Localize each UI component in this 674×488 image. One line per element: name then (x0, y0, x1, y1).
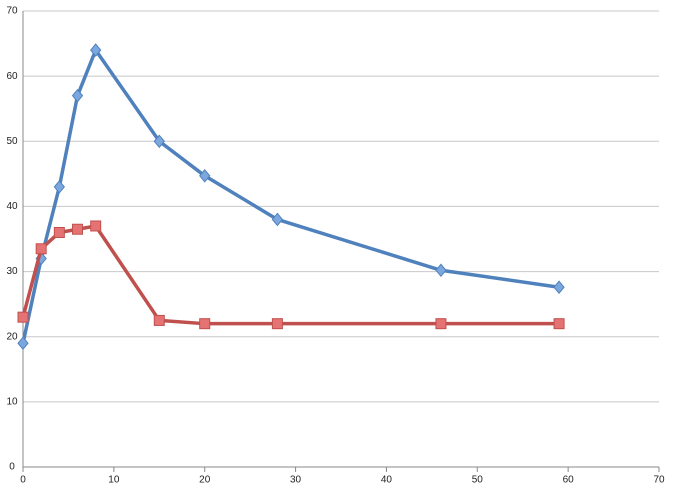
marker (271, 318, 283, 330)
series-line (21, 224, 560, 326)
series-line (21, 48, 560, 344)
x-tick-label: 40 (381, 475, 393, 486)
x-tick-label: 0 (20, 475, 26, 486)
marker (53, 180, 65, 194)
y-tick-label: 50 (6, 136, 18, 147)
marker (35, 243, 47, 255)
marker (553, 280, 565, 294)
y-tick-label: 40 (6, 201, 18, 212)
x-tick-label: 20 (199, 475, 211, 486)
marker (199, 169, 211, 183)
marker (53, 226, 65, 238)
x-tick-label: 10 (108, 475, 120, 486)
y-tick-label: 20 (6, 331, 18, 342)
marker (17, 311, 29, 323)
y-tick-label: 70 (6, 6, 18, 17)
marker (271, 212, 284, 227)
marker (553, 318, 565, 330)
x-tick-label: 60 (563, 475, 575, 486)
marker (153, 314, 165, 326)
marker (71, 88, 84, 103)
marker (90, 43, 102, 57)
y-tick-label: 0 (9, 462, 15, 473)
x-tick-label: 30 (290, 475, 302, 486)
y-tick-label: 60 (6, 71, 18, 82)
marker (199, 318, 211, 330)
marker (90, 220, 102, 232)
marker (435, 263, 447, 278)
y-tick-label: 10 (6, 396, 18, 407)
y-tick-label: 30 (6, 266, 18, 277)
marker (435, 318, 447, 330)
x-tick-label: 70 (653, 475, 665, 486)
x-tick-label: 50 (472, 475, 484, 486)
marker (72, 223, 84, 235)
marker (153, 134, 165, 149)
marker (17, 336, 29, 351)
